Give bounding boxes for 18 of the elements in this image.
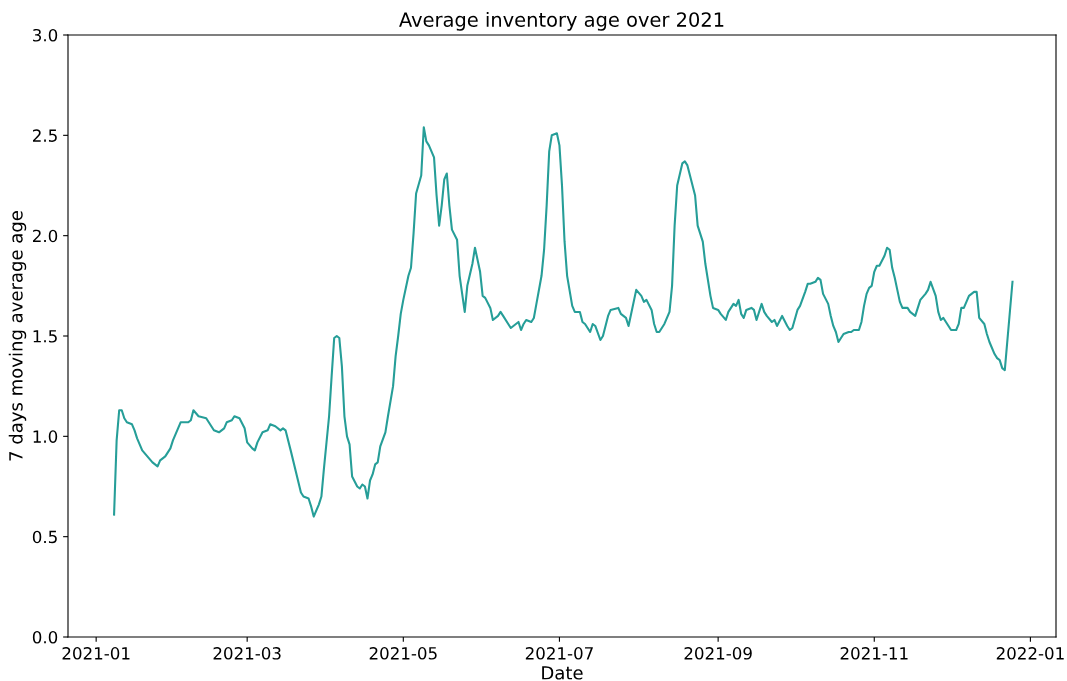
y-tick-label: 3.0 [33, 28, 58, 42]
y-tick-label: 2.0 [32, 229, 58, 243]
y-tick-label: 0.0 [32, 630, 58, 644]
line-series [113, 126, 1014, 518]
x-tick-label: 2022-01 [996, 647, 1064, 660]
x-tick-label: 2021-11 [840, 647, 908, 660]
x-axis-title: Date [542, 666, 583, 680]
y-tick-label: 1.0 [33, 430, 58, 443]
x-tick-label: 2021-07 [525, 647, 593, 660]
y-axis-title: 7 days moving average age [8, 211, 27, 461]
x-tick-label: 2021-01 [62, 647, 130, 660]
y-tick-label: 0.5 [32, 530, 57, 544]
y-tick-label: 2.5 [32, 129, 57, 142]
x-tick-label: 2021-03 [213, 647, 281, 660]
y-tick-label: 1.5 [33, 330, 57, 343]
x-tick-label: 2021-05 [369, 647, 437, 660]
chart-title: Average inventory age over 2021 [399, 11, 724, 31]
x-tick-label: 2021-09 [684, 647, 752, 660]
